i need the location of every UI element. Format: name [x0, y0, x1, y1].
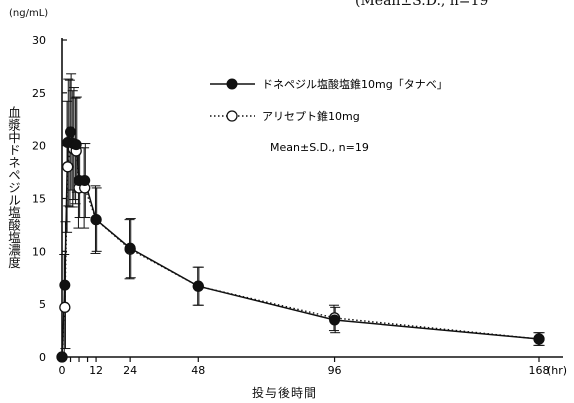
tanabe-point	[90, 214, 102, 226]
legend: ドネペジル塩酸塩錐10mg「タナベ」アリセプト錐10mg Mean±S.D., n…	[210, 77, 448, 154]
tanabe-point	[533, 333, 545, 345]
x-tick-label: 168	[529, 364, 550, 377]
x-axis-label: 投与後時間	[252, 386, 318, 400]
legend-label-aricept: アリセプト錐10mg	[262, 109, 360, 123]
tanabe-point	[59, 279, 71, 291]
series-group	[56, 73, 545, 363]
y-tick-label: 10	[32, 245, 46, 258]
x-tick-label: 96	[328, 364, 342, 377]
tanabe-point	[329, 314, 341, 326]
legend-label-tanabe: ドネペジル塩酸塩錐10mg「タナベ」	[262, 77, 448, 91]
x-tick-label: 12	[89, 364, 103, 377]
y-tick-label: 0	[39, 351, 46, 364]
tanabe-point	[70, 139, 82, 151]
y-unit-label: (ng/mL)	[9, 8, 49, 19]
y-tick-label: 30	[32, 34, 46, 47]
tanabe-point	[56, 351, 68, 363]
tanabe-point	[79, 175, 91, 187]
tanabe-point	[65, 126, 77, 138]
legend-marker-aricept	[226, 110, 238, 122]
y-tick-label: 25	[32, 87, 46, 100]
x-tick-label: 24	[123, 364, 137, 377]
legend-note: Mean±S.D., n=19	[270, 141, 369, 154]
y-axis-label: 血漿中ドネペジル塩酸塩濃度	[6, 106, 21, 269]
y-tick-label: 20	[32, 140, 46, 153]
x-unit-label: (hr)	[547, 364, 567, 377]
aricept-point	[59, 301, 71, 313]
x-tick-label: 48	[191, 364, 205, 377]
aricept-point	[62, 161, 74, 173]
legend-marker-tanabe	[226, 78, 238, 90]
corner-note: (Mean±S.D., n=19	[355, 0, 489, 9]
tanabe-point	[192, 280, 204, 292]
y-tick-label: 15	[32, 193, 46, 206]
tanabe-point	[124, 242, 136, 254]
x-tick-label: 0	[59, 364, 66, 377]
y-tick-label: 5	[39, 298, 46, 311]
